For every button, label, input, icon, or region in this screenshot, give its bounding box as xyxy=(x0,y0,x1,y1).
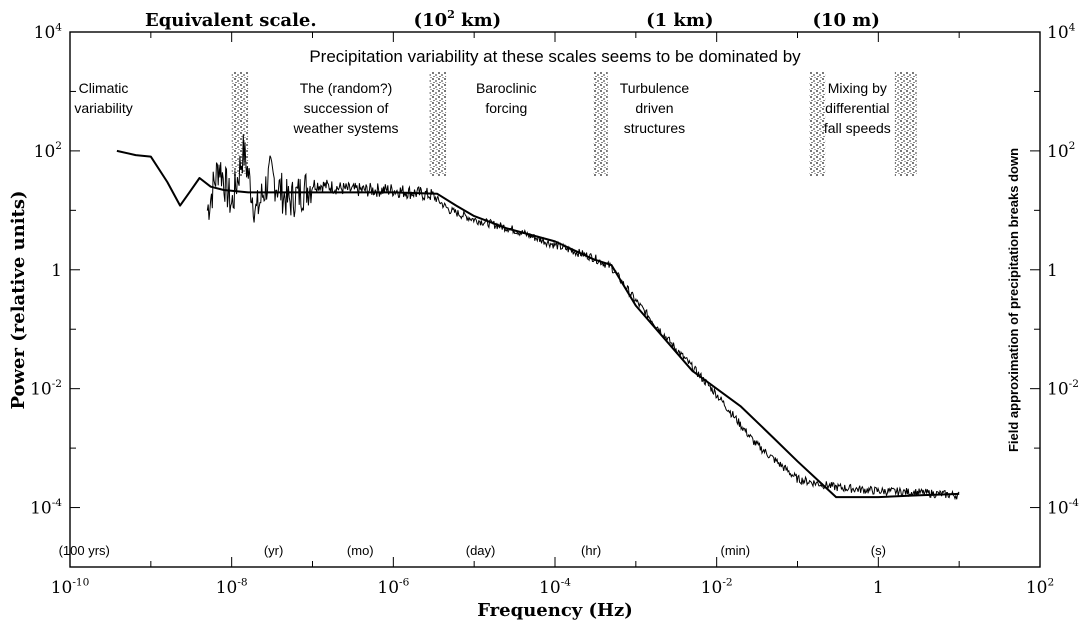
time-scale-labels: (100 yrs) (yr) (mo) (day) (hr) (min) (s) xyxy=(59,543,886,558)
series-measured-noisy xyxy=(206,134,960,501)
regime-label: Mixing by xyxy=(828,80,887,96)
y-tick-label-left: 102 xyxy=(34,140,62,162)
x-tick-label: 1 xyxy=(873,578,884,598)
regime-label: driven xyxy=(635,100,673,116)
y-tick-label-right: 102 xyxy=(1047,140,1075,162)
x-tick-label: 10-8 xyxy=(216,576,248,598)
y-tick-label-left: 104 xyxy=(34,21,63,43)
x-axis-label: Frequency (Hz) xyxy=(477,600,633,621)
time-scale-label: (hr) xyxy=(581,543,601,558)
equivalent-scale-mark: (1 km) xyxy=(646,10,713,31)
y-tick-labels: 104 102 1 10-2 10-4 104 102 1 10-2 10-4 xyxy=(30,21,1079,518)
regime-label: fall speeds xyxy=(824,120,891,136)
time-scale-label: (mo) xyxy=(347,543,374,558)
x-tick-label: 10-4 xyxy=(539,576,571,598)
data-series xyxy=(116,134,960,501)
x-tick-labels: 10-10 10-8 10-6 10-4 10-2 1 102 xyxy=(51,576,1054,598)
chart-title: Precipitation variability at these scale… xyxy=(309,47,801,66)
regime-labels: Climatic variability The (random?) successi… xyxy=(74,80,890,136)
y-tick-label-right: 1 xyxy=(1047,261,1058,281)
transition-bands xyxy=(231,72,917,176)
regime-label: differential xyxy=(825,100,889,116)
plot-frame xyxy=(69,31,1041,568)
regime-label: Turbulence xyxy=(620,80,690,96)
equivalent-scale-label: Equivalent scale. xyxy=(145,10,317,31)
time-scale-label: (min) xyxy=(720,543,750,558)
y-tick-label-left: 10-4 xyxy=(30,497,62,519)
series-smooth-line xyxy=(116,149,960,499)
y-tick-label-right: 104 xyxy=(1047,21,1076,43)
regime-label: forcing xyxy=(485,100,527,116)
regime-label: Climatic xyxy=(79,80,129,96)
y-tick-label-right: 10-4 xyxy=(1047,497,1079,519)
regime-label: weather systems xyxy=(293,120,399,136)
equivalent-scale-mark: (10 m) xyxy=(812,10,879,31)
regime-label: variability xyxy=(74,100,132,116)
y-tick-label-left: 1 xyxy=(51,261,62,281)
x-tick-label: 10-6 xyxy=(377,576,409,598)
regime-label: Baroclinic xyxy=(476,80,537,96)
y-tick-label-left: 10-2 xyxy=(30,378,62,400)
time-scale-label: (100 yrs) xyxy=(59,543,110,558)
y-axis-label: Power (relative units) xyxy=(8,190,29,409)
regime-label: succession of xyxy=(304,100,389,116)
equivalent-scale-marks: (102 km) (1 km) (10 m) xyxy=(414,8,880,31)
time-scale-label: (yr) xyxy=(264,543,284,558)
transition-band xyxy=(894,72,917,176)
x-tick-label: 10-10 xyxy=(51,576,90,598)
axis-ticks xyxy=(69,31,1041,568)
y-tick-label-right: 10-2 xyxy=(1047,378,1079,400)
transition-band xyxy=(809,72,826,176)
regime-label: The (random?) xyxy=(300,80,393,96)
time-scale-label: (day) xyxy=(466,543,496,558)
equivalent-scale-mark: (102 km) xyxy=(414,8,502,31)
transition-band xyxy=(429,72,447,176)
x-tick-label: 10-2 xyxy=(701,576,733,598)
x-tick-label: 102 xyxy=(1026,576,1054,598)
transition-band xyxy=(593,72,608,176)
right-axis-label: Field approximation of precipitation bre… xyxy=(1006,148,1021,452)
time-scale-label: (s) xyxy=(871,543,886,558)
regime-label: structures xyxy=(624,120,685,136)
